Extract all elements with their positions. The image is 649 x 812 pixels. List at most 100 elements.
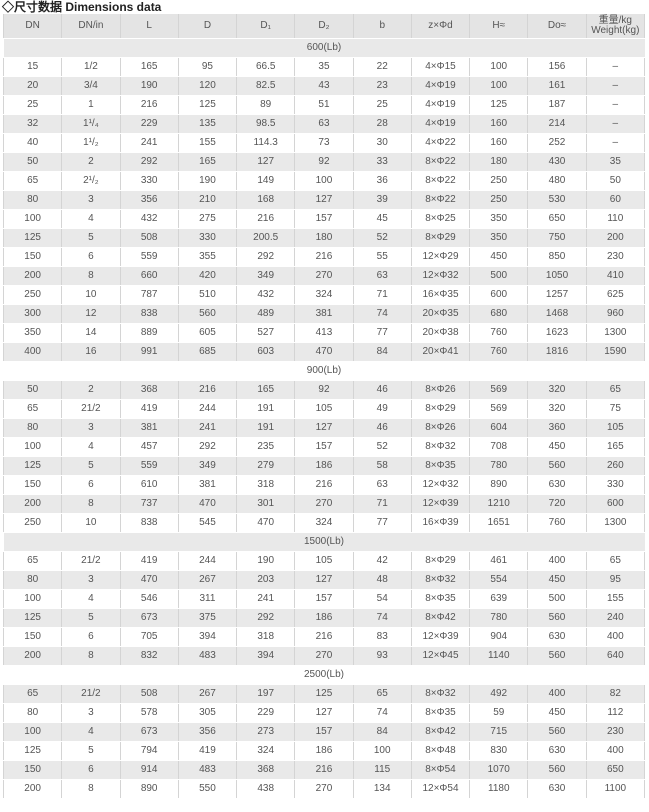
table-cell: 161	[527, 76, 587, 96]
table-cell: 20×Φ41	[410, 342, 471, 362]
table-cell: 3	[61, 570, 121, 590]
table-cell: 1¹/₂	[61, 133, 121, 153]
table-cell: 560	[527, 760, 587, 780]
table-cell: 6	[61, 627, 121, 647]
table-cell: 1816	[527, 342, 587, 362]
table-cell: 292	[236, 247, 296, 267]
table-cell: 794	[119, 741, 179, 761]
table-cell: 500	[527, 589, 587, 609]
table-cell: 489	[236, 304, 296, 324]
table-cell: 600	[585, 494, 646, 514]
table-cell: 125	[2, 608, 63, 628]
table-cell: 4	[61, 589, 121, 609]
table-cell: 216	[294, 247, 354, 267]
table-cell: 350	[2, 323, 63, 343]
column-header: D₂	[294, 14, 354, 39]
table-cell: 780	[469, 608, 529, 628]
table-cell: 559	[119, 247, 179, 267]
table-row: 32 1¹/₄ 229 135 98.5 63 28 4×Φ19 160 214–	[2, 114, 646, 134]
table-cell: 2¹/₂	[61, 171, 121, 191]
table-cell: 991	[119, 342, 179, 362]
table-cell: 216	[236, 209, 296, 229]
table-row: 125 5 673 375 292 186 74 8×Φ42 780 560 240	[2, 608, 646, 628]
table-cell: 8×Φ35	[410, 589, 471, 609]
table-cell: 250	[469, 190, 529, 210]
table-cell: 200.5	[236, 228, 296, 248]
table-cell: 1300	[585, 323, 646, 343]
table-cell: 8×Φ48	[410, 741, 471, 761]
table-cell: 400	[527, 551, 587, 571]
table-cell: 36	[352, 171, 412, 191]
table-cell: 510	[177, 285, 238, 305]
table-cell: 216	[294, 475, 354, 495]
table-cell: 80	[2, 418, 63, 438]
table-cell: 324	[294, 285, 354, 305]
table-cell: 191	[236, 399, 296, 419]
table-cell: 8×Φ22	[410, 171, 471, 191]
table-cell: 450	[469, 247, 529, 267]
table-cell: 394	[177, 627, 238, 647]
table-cell: 165	[177, 152, 238, 172]
table-cell: 21/2	[61, 551, 121, 571]
table-cell: 20	[2, 76, 63, 96]
table-cell: 165	[236, 380, 296, 400]
table-cell: 450	[527, 437, 587, 457]
table-cell: 65	[2, 684, 63, 704]
table-row: 150 6 705 394 318 216 83 12×Φ39 904 630 400	[2, 627, 646, 647]
table-cell: 780	[469, 456, 529, 476]
table-row: 65 21/2 419 244 191 105 49 8×Φ29 569 320 75	[2, 399, 646, 419]
table-cell: 630	[527, 741, 587, 761]
pressure-class-row: 2500(Lb)	[3, 665, 645, 685]
table-cell: 71	[352, 494, 412, 514]
table-cell: 5	[61, 608, 121, 628]
table-cell: 114.3	[236, 133, 296, 153]
table-cell: 320	[527, 399, 587, 419]
table-cell: 203	[236, 570, 296, 590]
table-cell: 95	[177, 57, 238, 77]
table-cell: 21/2	[61, 399, 121, 419]
table-cell: 149	[236, 171, 296, 191]
table-row: 200 8 737 470 301 270 71 12×Φ39 1210 720 600	[2, 494, 646, 514]
table-cell: 368	[236, 760, 296, 780]
table-row: 400 16 991 685 603 470 84 20×Φ41 760 1816 1590	[2, 342, 646, 362]
table-cell: 33	[352, 152, 412, 172]
table-cell: 270	[294, 779, 354, 799]
table-cell: 235	[236, 437, 296, 457]
table-cell: 54	[352, 589, 412, 609]
table-cell: 92	[294, 380, 354, 400]
table-row: 80 3 356 210 168 127 39 8×Φ22 250 530 60	[2, 190, 646, 210]
table-cell: 16×Φ39	[410, 513, 471, 533]
table-cell: 22	[352, 57, 412, 77]
table-cell: 16	[61, 342, 121, 362]
table-cell: 100	[469, 57, 529, 77]
table-cell: 58	[352, 456, 412, 476]
table-cell: 311	[177, 589, 238, 609]
table-cell: 95	[585, 570, 646, 590]
table-cell: 12×Φ54	[410, 779, 471, 799]
table-cell: 105	[585, 418, 646, 438]
table-cell: 200	[2, 779, 63, 799]
table-cell: 59	[469, 703, 529, 723]
table-cell: 241	[177, 418, 238, 438]
table-cell: 32	[2, 114, 63, 134]
pressure-class-label: 2500(Lb)	[3, 665, 645, 685]
table-cell: 12	[61, 304, 121, 324]
table-cell: 419	[177, 741, 238, 761]
table-cell: 6	[61, 475, 121, 495]
section-title: ◇尺寸数据 Dimensions data	[2, 0, 162, 14]
table-cell: 604	[469, 418, 529, 438]
table-cell: 82.5	[236, 76, 296, 96]
table-cell: 349	[236, 266, 296, 286]
table-cell: 12×Φ32	[410, 475, 471, 495]
table-cell: 165	[119, 57, 179, 77]
table-cell: 324	[294, 513, 354, 533]
table-cell: 737	[119, 494, 179, 514]
table-cell: 8×Φ25	[410, 209, 471, 229]
table-cell: 186	[294, 608, 354, 628]
table-cell: 127	[294, 418, 354, 438]
table-cell: 241	[236, 589, 296, 609]
table-cell: 100	[2, 437, 63, 457]
table-cell: 4×Φ19	[410, 114, 471, 134]
table-cell: 400	[585, 741, 646, 761]
table-cell: 155	[585, 589, 646, 609]
